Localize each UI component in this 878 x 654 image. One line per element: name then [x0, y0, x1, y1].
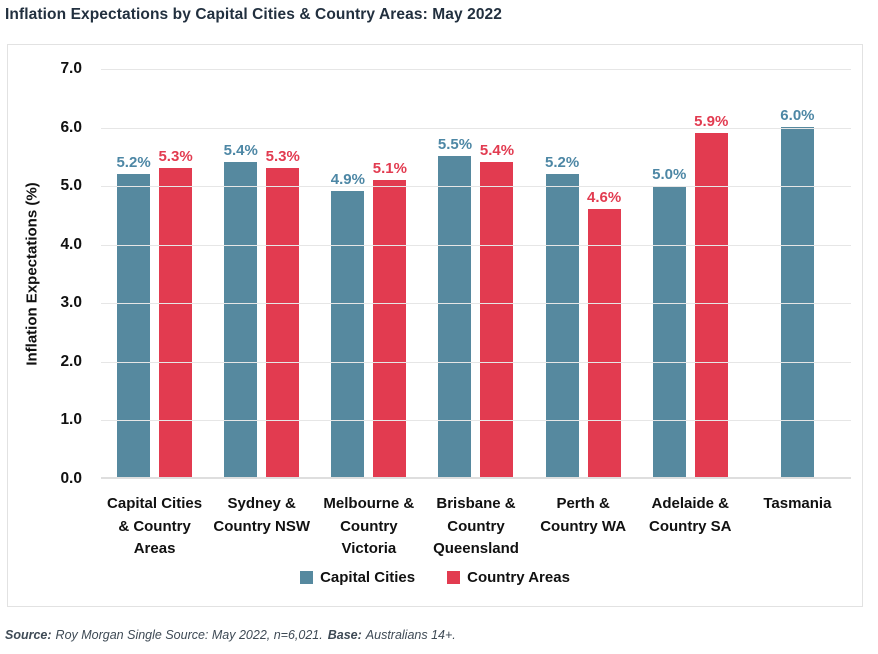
legend-swatch-capital-cities	[300, 571, 314, 584]
bar-capital-cities: 6.0%	[780, 107, 815, 477]
bar-capital-cities: 4.9%	[331, 171, 365, 477]
chart-legend: Capital Cities Country Areas	[8, 569, 862, 586]
value-label: 5.9%	[694, 113, 729, 131]
category-label: Adelaide & Country SA	[649, 495, 732, 535]
gridline	[101, 420, 851, 422]
bar-group: 5.5% 5.4%	[422, 69, 529, 477]
base-label: Base:	[327, 628, 362, 642]
y-tick-label: 4.0	[60, 235, 82, 253]
gridline	[101, 69, 851, 70]
value-label: 5.3%	[158, 148, 193, 166]
y-tick-label: 6.0	[60, 118, 82, 136]
gridline	[101, 127, 851, 129]
bar-country-areas: 5.3%	[158, 148, 193, 477]
bar-country-areas: 5.3%	[266, 148, 300, 477]
source-text: Roy Morgan Single Source: May 2022, n=6,…	[55, 628, 323, 642]
category-label: Sydney & Country NSW	[213, 495, 311, 535]
bar-group: 5.4% 5.3%	[208, 69, 315, 477]
gridline	[101, 244, 851, 246]
legend-item: Capital Cities	[300, 569, 415, 586]
source-label: Source:	[5, 628, 52, 642]
base-text: Australians 14+.	[365, 628, 456, 642]
bar-group: 5.2% 4.6%	[530, 69, 637, 477]
value-label: 5.0%	[652, 165, 687, 183]
plot-area: 5.2% 5.3% 5.4% 5.3% 4.9% 5.1% 5.5% 5.4% 5.2% 4.6%…	[101, 69, 851, 479]
value-label: 5.4%	[479, 142, 515, 160]
gridline	[101, 303, 851, 305]
value-label: 5.2%	[116, 153, 151, 171]
value-label: 6.0%	[780, 107, 815, 125]
category-label: Perth & Country WA	[540, 495, 627, 535]
bar-country-areas: 5.4%	[480, 142, 514, 477]
bar-group: 4.9% 5.1%	[315, 69, 422, 477]
bar-country-areas: 5.9%	[694, 113, 728, 477]
y-tick-label: 7.0	[60, 60, 82, 77]
x-axis-labels: Capital Cities & Country Areas Sydney & C…	[101, 493, 851, 561]
footer-note: Source: Roy Morgan Single Source: May 202…	[5, 628, 456, 642]
y-tick-label: 3.0	[60, 294, 82, 312]
bar-country-areas: 5.1%	[373, 160, 407, 477]
value-label: 5.3%	[265, 148, 300, 166]
category-label: Capital Cities & Country Areas	[107, 495, 203, 557]
value-label: 5.2%	[545, 153, 580, 171]
y-tick-label: 1.0	[60, 411, 82, 429]
bar-capital-cities: 5.2%	[545, 154, 579, 477]
bar-capital-cities: 5.4%	[224, 142, 258, 477]
bar-chart: Inflation Expectations (%) 0.0 1.0 2.0 3.0 4…	[7, 44, 863, 607]
bar-group: 5.0% 5.9%	[637, 69, 744, 477]
value-label: 5.5%	[437, 136, 473, 154]
bar-capital-cities: 5.2%	[116, 154, 151, 477]
bar-country-areas: 4.6%	[587, 189, 621, 477]
y-tick-label: 0.0	[60, 470, 82, 487]
gridline	[101, 361, 851, 363]
value-label: 4.9%	[330, 171, 365, 189]
bar-group: 5.2% 5.3%	[101, 69, 208, 477]
legend-item: Country Areas	[447, 569, 570, 586]
legend-swatch-country-areas	[447, 571, 461, 584]
bar-group: 6.0%	[744, 69, 851, 477]
bar-capital-cities: 5.5%	[438, 136, 472, 477]
legend-label: Capital Cities	[320, 569, 416, 586]
y-tick-label: 2.0	[60, 352, 82, 370]
value-label: 4.6%	[587, 188, 622, 206]
y-tick-label: 5.0	[60, 177, 82, 195]
bar-capital-cities: 5.0%	[652, 166, 686, 477]
y-axis-ticks: 0.0 1.0 2.0 3.0 4.0 5.0 6.0 7.0	[8, 45, 92, 606]
gridline	[101, 186, 851, 188]
category-label: Brisbane & Country Queensland	[433, 495, 519, 557]
legend-label: Country Areas	[467, 569, 570, 586]
value-label: 5.4%	[223, 142, 258, 160]
page-title: Inflation Expectations by Capital Cities…	[5, 6, 502, 23]
category-label: Tasmania	[763, 495, 832, 512]
bar-groups: 5.2% 5.3% 5.4% 5.3% 4.9% 5.1% 5.5% 5.4% 5.2% 4.6%…	[101, 69, 851, 477]
value-label: 5.1%	[372, 159, 407, 177]
category-label: Melbourne & Country Victoria	[323, 495, 415, 557]
